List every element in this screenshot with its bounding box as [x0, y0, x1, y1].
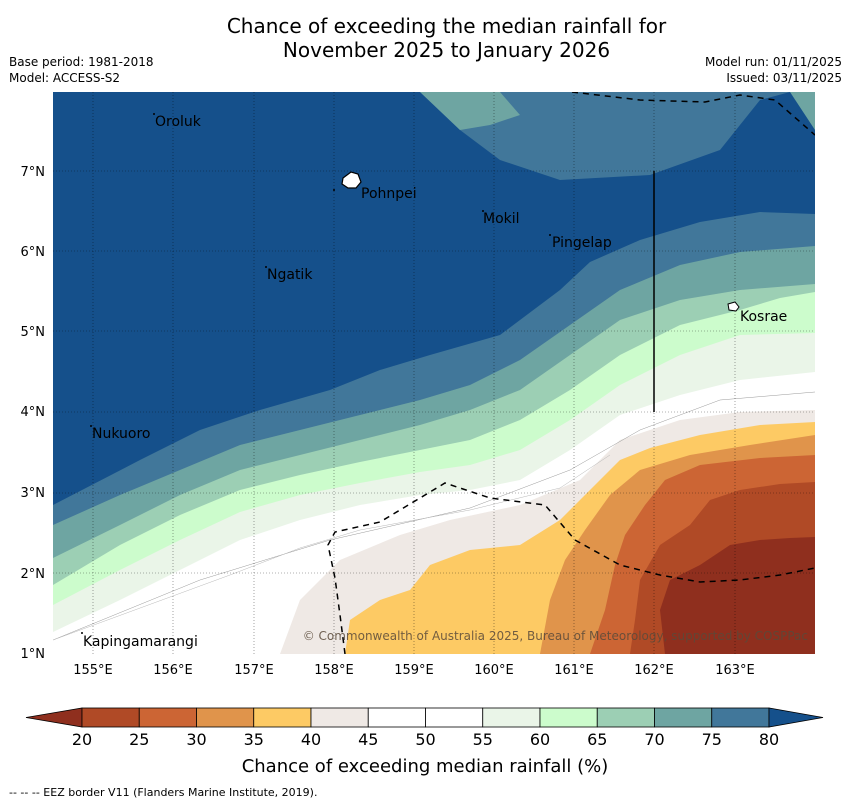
label-mokil: Mokil — [483, 211, 520, 227]
lat-tick: 5°N — [21, 325, 46, 340]
lon-tick: 159°E — [394, 663, 434, 678]
lat-tick: 4°N — [21, 405, 46, 420]
label-oroluk: Oroluk — [155, 114, 202, 130]
map-area: Oroluk Pohnpei Mokil Pingelap Ngatik Kos… — [53, 92, 815, 654]
colorbar-extend-low — [25, 707, 83, 728]
kosrae-island-icon — [727, 301, 740, 312]
lon-tick: 163°E — [715, 663, 755, 678]
label-pohnpei: Pohnpei — [361, 186, 417, 202]
issued-date: Issued: 03/11/2025 — [726, 71, 842, 85]
title-line-2: November 2025 to January 2026 — [282, 38, 611, 62]
band-65-70-north — [790, 92, 815, 130]
base-period: Base period: 1981-2018 — [9, 55, 154, 69]
lat-tick: 1°N — [21, 647, 46, 662]
colorbar-segment — [711, 707, 770, 728]
colorbar-segment — [596, 707, 655, 728]
longitude-axis: 155°E 156°E 157°E 158°E 159°E 160°E 161°… — [73, 663, 755, 678]
colorbar-segment — [539, 707, 598, 728]
place-labels: Oroluk Pohnpei Mokil Pingelap Ngatik Kos… — [83, 114, 787, 650]
lat-tick: 2°N — [21, 567, 46, 582]
colorbar-tick-label: 80 — [759, 730, 779, 749]
lat-tick: 3°N — [21, 486, 46, 501]
colorbar-segment — [196, 707, 255, 728]
lon-tick: 156°E — [153, 663, 193, 678]
label-kosrae: Kosrae — [740, 309, 787, 325]
lat-tick: 6°N — [21, 245, 46, 260]
lon-tick: 160°E — [474, 663, 514, 678]
colorbar-tick-label: 55 — [473, 730, 493, 749]
colorbar-segment — [482, 707, 541, 728]
title-line-1: Chance of exceeding the median rainfall … — [226, 14, 667, 38]
lon-tick: 157°E — [234, 663, 274, 678]
lon-tick: 162°E — [634, 663, 674, 678]
graticule — [53, 92, 815, 654]
colorbar-tick-label: 35 — [244, 730, 264, 749]
colorbar-tick-label: 75 — [702, 730, 722, 749]
colorbar-tick-label: 60 — [530, 730, 550, 749]
band-65-70-patch — [420, 92, 520, 130]
colorbar-extend-high — [768, 707, 824, 728]
colorbar-tick-label: 70 — [644, 730, 664, 749]
label-ngatik: Ngatik — [267, 267, 313, 283]
copyright-notice: © Commonwealth of Australia 2025, Bureau… — [303, 629, 808, 643]
colorbar-tick-label: 45 — [358, 730, 378, 749]
colorbar-segment — [654, 707, 713, 728]
colorbar-ticks: 20 25 30 35 40 45 50 55 60 65 70 75 80 — [72, 730, 779, 749]
label-nukuoro: Nukuoro — [92, 426, 150, 442]
colorbar-tick-label: 40 — [301, 730, 321, 749]
pohnpei-island-icon — [341, 171, 362, 189]
colorbar-tick-label: 25 — [129, 730, 149, 749]
colorbar-segment — [81, 707, 140, 728]
colorbar-segment — [367, 707, 426, 728]
label-pingelap: Pingelap — [552, 235, 612, 251]
label-kapingamarangi: Kapingamarangi — [83, 634, 198, 650]
colorbar-tick-label: 50 — [415, 730, 435, 749]
band-below-20 — [660, 537, 815, 654]
latitude-axis: 1°N 2°N 3°N 4°N 5°N 6°N 7°N — [21, 165, 46, 662]
colorbar-tick-label: 20 — [72, 730, 92, 749]
colorbar — [25, 707, 824, 728]
lon-tick: 155°E — [73, 663, 113, 678]
eez-footnote: -- -- -- EEZ border V11 (Flanders Marine… — [9, 786, 318, 799]
atoll-markers — [81, 113, 551, 634]
model-run: Model run: 01/11/2025 — [704, 55, 842, 69]
lon-tick: 158°E — [314, 663, 354, 678]
colorbar-segment — [425, 707, 484, 728]
model-name: Model: ACCESS-S2 — [9, 71, 121, 85]
colorbar-tick-label: 65 — [587, 730, 607, 749]
colorbar-tick-label: 30 — [186, 730, 206, 749]
eez-borders — [327, 92, 815, 654]
band-above-75 — [53, 92, 815, 505]
lat-tick: 7°N — [21, 165, 46, 180]
map-title: Chance of exceeding the median rainfall … — [0, 14, 850, 62]
contour-line-55 — [53, 454, 611, 641]
meta-right: Model run: 01/11/2025 Issued: 03/11/2025 — [705, 54, 842, 86]
colorbar-segment — [138, 707, 197, 728]
contour-line-50 — [53, 391, 815, 641]
colorbar-segment — [253, 707, 312, 728]
meta-left: Base period: 1981-2018 Model: ACCESS-S2 — [9, 54, 154, 86]
colorbar-label: Chance of exceeding median rainfall (%) — [241, 756, 609, 777]
colorbar-segment — [310, 707, 369, 728]
lon-tick: 161°E — [554, 663, 594, 678]
